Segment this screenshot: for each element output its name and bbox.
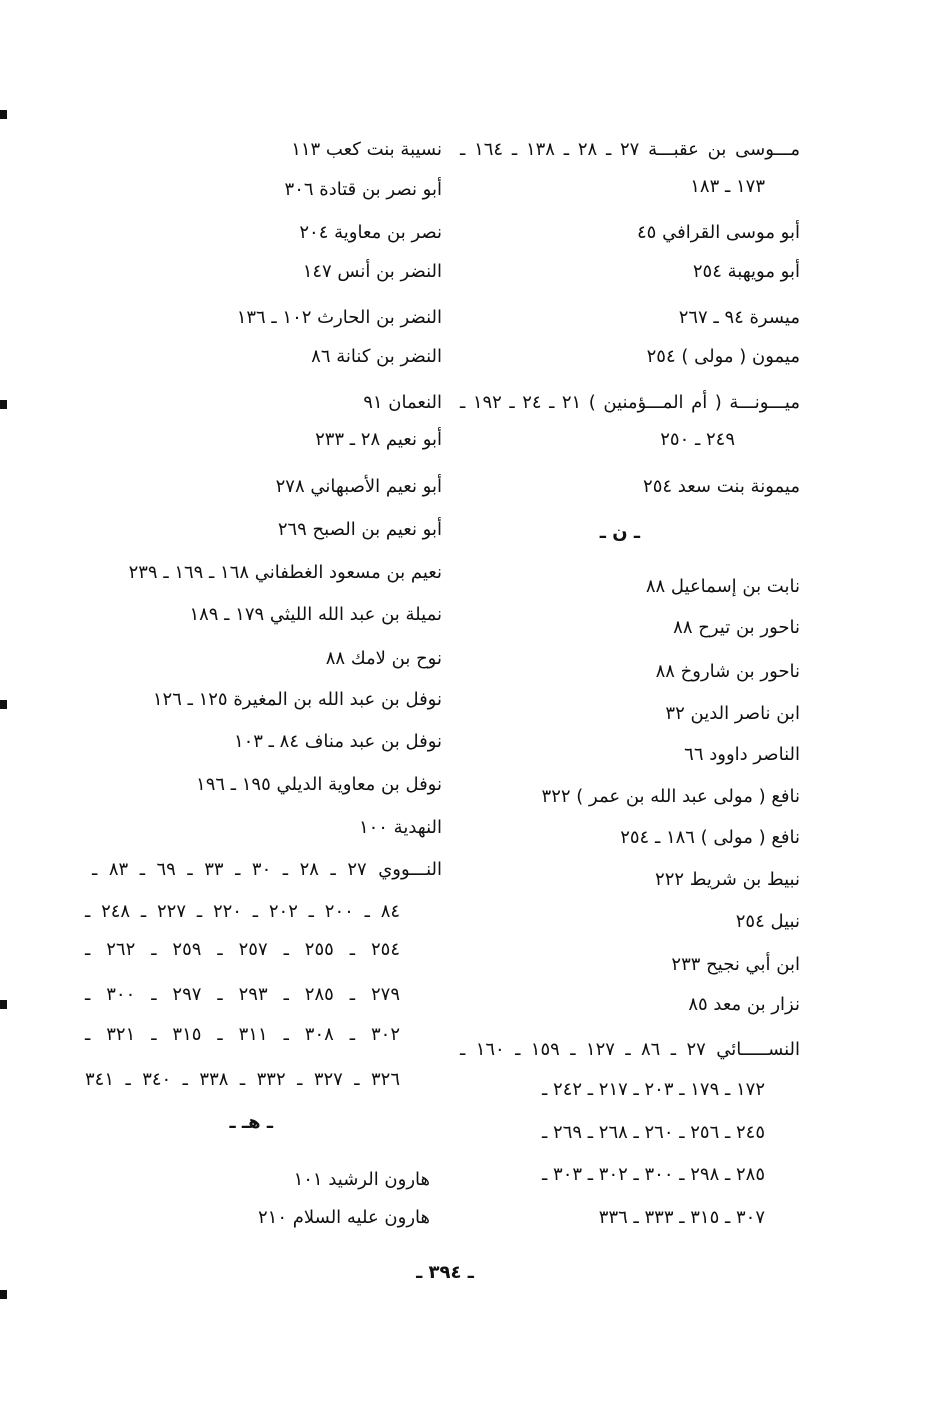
index-entry: نعيم بن مسعود الغطفاني ١٦٨ ـ ١٦٩ ـ ٢٣٩ (128, 562, 442, 583)
index-entry: ناحور بن شاروخ ٨٨ (655, 661, 800, 682)
index-entry: أبو نعيم بن الصبح ٢٦٩ (277, 519, 442, 540)
index-entry: أبو مويهبة ٢٥٤ (692, 261, 800, 282)
index-entry: ٣٠٧ ـ ٣١٥ ـ ٣٣٣ ـ ٣٣٦ (598, 1207, 765, 1228)
scan-mark (0, 700, 7, 709)
index-entry: النســـــائي ٢٧ ـ ٨٦ ـ ١٢٧ ـ ١٥٩ ـ ١٦٠ ـ (460, 1039, 801, 1060)
index-entry: نوفل بن معاوية الديلي ١٩٥ ـ ١٩٦ (196, 774, 442, 795)
index-entry: ٢٤٥ ـ ٢٥٦ ـ ٢٦٠ ـ ٢٦٨ ـ ٢٦٩ ـ (542, 1122, 765, 1143)
index-entry: ميمونة بنت سعد ٢٥٤ (643, 476, 800, 497)
index-entry: نبيل ٢٥٤ (735, 911, 800, 932)
index-entry: النضر بن الحارث ١٠٢ ـ ١٣٦ (236, 307, 442, 328)
index-entry: النـــووي ٢٧ ـ ٢٨ ـ ٣٠ ـ ٣٣ ـ ٦٩ ـ ٨٣ ـ (92, 859, 443, 880)
scan-mark (0, 1000, 7, 1009)
index-entry: النضر بن كنانة ٨٦ (311, 346, 442, 367)
index-entry: ميسرة ٩٤ ـ ٢٦٧ (678, 307, 800, 328)
index-entry: النهدية ١٠٠ (358, 817, 442, 838)
index-entry: نصر بن معاوية ٢٠٤ (299, 222, 442, 243)
index-entry: هارون عليه السلام ٢١٠ (258, 1207, 430, 1228)
index-entry: النضر بن أنس ١٤٧ (302, 261, 442, 282)
index-entry: نبيط بن شريط ٢٢٢ (655, 869, 800, 890)
scan-mark (0, 400, 7, 409)
index-entry: نوفل بن عبد الله بن المغيرة ١٢٥ ـ ١٢٦ (152, 689, 442, 710)
index-entry: هارون الرشيد ١٠١ (293, 1169, 430, 1190)
index-entry: ٣٠٢ ـ ٣٠٨ ـ ٣١١ ـ ٣١٥ ـ ٣٢١ ـ (85, 1024, 400, 1045)
index-entry: نوح بن لامك ٨٨ (325, 648, 442, 669)
index-entry: نابت بن إسماعيل ٨٨ (645, 576, 800, 597)
scan-mark (0, 1290, 7, 1299)
index-entry: ١٧٢ ـ ١٧٩ ـ ٢٠٣ ـ ٢١٧ ـ ٢٤٢ ـ (542, 1079, 765, 1100)
index-entry: نميلة بن عبد الله الليثي ١٧٩ ـ ١٨٩ (189, 604, 442, 625)
index-entry: أبو نعيم ٢٨ ـ ٢٣٣ (315, 429, 442, 450)
index-entry: ناحور بن تيرح ٨٨ (673, 617, 800, 638)
index-entry: مـــوسى بن عقبـــة ٢٧ ـ ٢٨ ـ ١٣٨ ـ ١٦٤ ـ (460, 139, 801, 160)
index-entry: ٣٢٦ ـ ٣٢٧ ـ ٣٣٢ ـ ٣٣٨ ـ ٣٤٠ ـ ٣٤١ (85, 1069, 401, 1090)
index-entry: ميـــونـــة ( أم المـــؤمنين ) ٢١ ـ ٢٤ ـ… (460, 392, 801, 413)
index-entry: نوفل بن عبد مناف ٨٤ ـ ١٠٣ (233, 731, 442, 752)
index-entry: ١٧٣ ـ ١٨٣ (690, 176, 765, 197)
index-entry: ٢٧٩ ـ ٢٨٥ ـ ٢٩٣ ـ ٢٩٧ ـ ٣٠٠ ـ (85, 984, 400, 1005)
index-entry: ٢٤٩ ـ ٢٥٠ (660, 429, 735, 450)
index-entry: نافع ( مولى ) ١٨٦ ـ ٢٥٤ (620, 827, 800, 848)
section-heading: ـ ن ـ (599, 522, 640, 543)
index-entry: الناصر داوود ٦٦ (684, 744, 800, 765)
section-heading: ـ هـ ـ (229, 1112, 273, 1133)
index-entry: النعمان ٩١ (363, 392, 442, 413)
index-entry: ابن ناصر الدين ٣٢ (665, 703, 800, 724)
index-entry: ابن أبي نجيح ٢٣٣ (671, 954, 800, 975)
index-entry: نزار بن معد ٨٥ (688, 994, 800, 1015)
index-entry: ٢٥٤ ـ ٢٥٥ ـ ٢٥٧ ـ ٢٥٩ ـ ٢٦٢ ـ (85, 939, 400, 960)
index-entry: نافع ( مولى عبد الله بن عمر ) ٣٢٢ (541, 786, 800, 807)
scan-mark (0, 110, 7, 119)
index-entry: ٢٨٥ ـ ٢٩٨ ـ ٣٠٠ ـ ٣٠٢ ـ ٣٠٣ ـ (542, 1164, 765, 1185)
index-entry: ميمون ( مولى ) ٢٥٤ (646, 346, 800, 367)
index-entry: أبو نعيم الأصبهاني ٢٧٨ (275, 476, 442, 497)
index-entry: نسيبة بنت كعب ١١٣ (291, 139, 442, 160)
index-entry: أبو موسى القرافي ٤٥ (637, 222, 800, 243)
index-entry: ٨٤ ـ ٢٠٠ ـ ٢٠٢ ـ ٢٢٠ ـ ٢٢٧ ـ ٢٤٨ ـ (85, 901, 401, 922)
index-entry: أبو نصر بن قتادة ٣٠٦ (284, 179, 442, 200)
page-number: ـ ٣٩٤ ـ (416, 1262, 474, 1283)
